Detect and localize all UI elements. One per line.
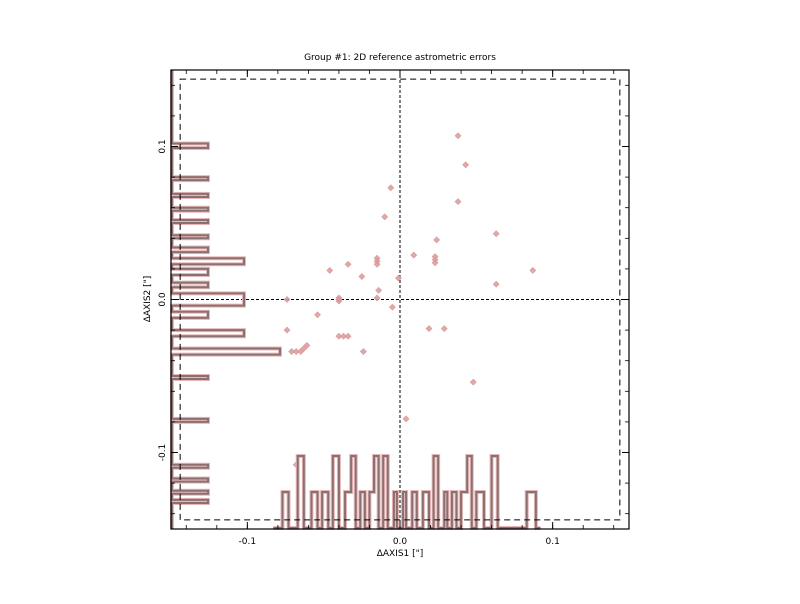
data-point [454, 198, 462, 206]
data-point [344, 332, 352, 340]
data-point [335, 332, 343, 340]
histogram-x [273, 455, 541, 529]
y-tick-label: 0.0 [158, 292, 168, 307]
data-point [388, 303, 396, 311]
data-point [359, 348, 367, 355]
histograms [170, 70, 541, 530]
data-point [292, 348, 300, 355]
data-point [297, 348, 305, 355]
data-point [402, 415, 410, 423]
chart-title: Group #1: 2D reference astrometric error… [304, 53, 496, 63]
inner-dashed-box [179, 78, 621, 521]
axis-ticks: -0.1 0.0 0.1 -0.1 0.0 0.1 [158, 70, 629, 547]
scatter-points [283, 132, 537, 469]
y-tick-label: -0.1 [158, 444, 168, 462]
data-point [425, 325, 433, 332]
data-point [469, 378, 477, 386]
data-point [283, 296, 291, 303]
data-point [462, 161, 470, 169]
data-point [375, 286, 383, 294]
data-point [373, 260, 381, 268]
data-point [433, 236, 441, 244]
data-point [340, 332, 347, 340]
x-axis-label: ΔAXIS1 ["] [377, 549, 424, 559]
data-point [529, 267, 537, 274]
data-point [283, 326, 291, 334]
data-point [492, 230, 500, 238]
x-tick-label: 0.1 [546, 537, 560, 547]
x-tick-label: -0.1 [239, 537, 257, 547]
data-point [440, 325, 448, 332]
data-point [326, 267, 334, 274]
histogram-y [171, 70, 281, 529]
data-point [410, 251, 418, 259]
data-point [358, 273, 366, 280]
data-point [431, 259, 439, 267]
data-point [335, 297, 343, 305]
y-axis-label: ΔAXIS2 ["] [143, 276, 153, 323]
data-point [373, 294, 381, 302]
data-point [454, 132, 462, 140]
data-point [381, 213, 389, 221]
data-point [344, 260, 352, 268]
data-point [288, 348, 296, 355]
data-point [314, 311, 321, 319]
data-point [387, 184, 395, 192]
zero-lines [171, 70, 629, 529]
data-point [395, 274, 402, 282]
x-tick-label: 0.0 [393, 537, 408, 547]
y-tick-label: 0.1 [158, 139, 168, 153]
data-point [492, 280, 500, 288]
